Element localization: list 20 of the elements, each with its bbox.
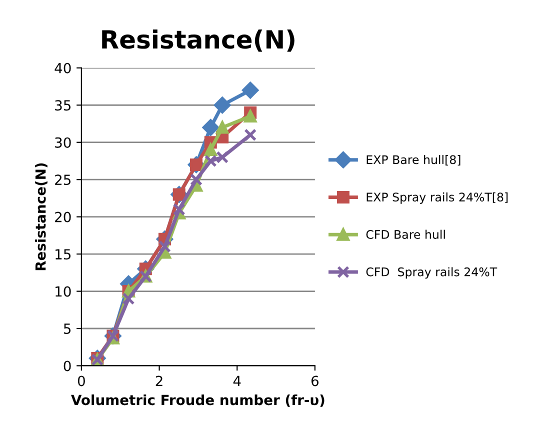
x-tick-label: 2 <box>156 376 162 386</box>
chart-title: Resistance(N) <box>102 29 294 52</box>
y-axis-title: Resistance(N) <box>35 163 48 270</box>
y-tick-label: 40 <box>54 62 71 74</box>
x-tick-label: 6 <box>311 376 318 386</box>
x-axis-title: Volumetric Froude number (fr-υ) <box>71 394 324 407</box>
x-tick-label: 0 <box>78 376 85 386</box>
y-tick-label: 35 <box>55 100 71 111</box>
x-tick-label: 4 <box>233 376 241 386</box>
y-tick-label: 5 <box>64 324 71 334</box>
legend-label: CFD Spray rails 24%T <box>366 267 498 279</box>
y-tick-label: 25 <box>55 174 71 186</box>
y-tick-label: 30 <box>55 137 71 148</box>
legend-label: EXP Bare hull[8] <box>366 155 460 166</box>
legend-label: EXP Spray rails 24%T[8] <box>366 192 508 204</box>
legend-label: CFD Bare hull <box>366 230 445 239</box>
y-tick-label: 15 <box>56 249 71 260</box>
y-tick-label: 0 <box>64 360 71 372</box>
y-tick-label: 10 <box>56 286 71 297</box>
y-tick-label: 20 <box>55 212 71 222</box>
